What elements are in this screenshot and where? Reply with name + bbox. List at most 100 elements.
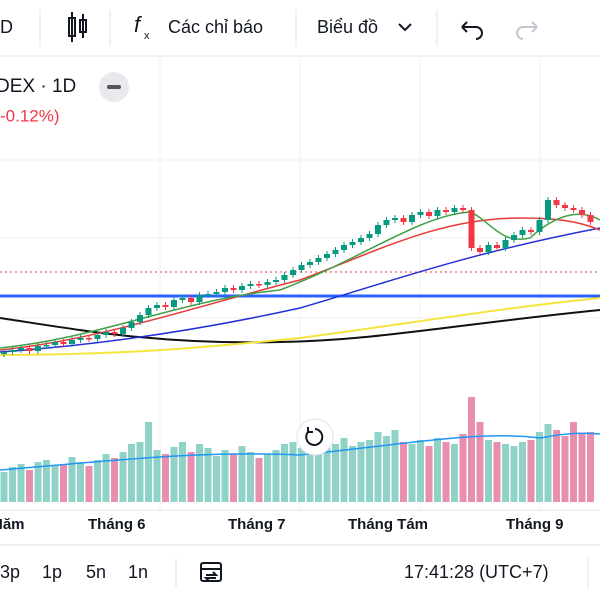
candle — [120, 328, 126, 334]
candle — [205, 294, 211, 296]
candle — [86, 338, 92, 340]
candle — [52, 342, 58, 345]
candle — [528, 230, 534, 232]
candle — [341, 245, 347, 250]
volume-bar — [136, 442, 144, 502]
date-range-icon[interactable] — [200, 562, 222, 582]
candle — [128, 322, 135, 328]
candle — [239, 286, 245, 290]
collapse-icon — [107, 85, 121, 89]
volume-bar — [238, 446, 246, 502]
interval-button[interactable]: 3p — [0, 562, 20, 582]
candle — [519, 230, 526, 235]
volume-bar — [111, 458, 118, 502]
candle — [460, 208, 466, 210]
chart-type-button[interactable]: Biểu đồ — [317, 17, 378, 37]
candle — [562, 205, 568, 208]
volume-bar — [34, 462, 42, 502]
volume-bar — [374, 432, 382, 502]
volume-bar — [170, 447, 178, 502]
volume-bar — [306, 452, 314, 502]
volume-bar — [43, 460, 50, 502]
candle — [196, 295, 203, 302]
interval-button[interactable]: 1n — [128, 562, 148, 582]
volume-bar — [578, 434, 586, 502]
candle — [451, 208, 458, 212]
volumes — [0, 397, 594, 502]
volume-bar — [204, 448, 212, 502]
interval-button[interactable]: 1p — [42, 562, 62, 582]
candle — [103, 332, 109, 335]
candle — [315, 258, 322, 262]
volume-bar — [561, 436, 569, 502]
candle — [247, 284, 254, 286]
volume-bar — [434, 438, 441, 502]
volume-bar — [153, 450, 161, 502]
candle — [392, 218, 398, 220]
volume-bar — [145, 422, 152, 502]
fx-icon: f — [134, 12, 143, 37]
candle — [290, 270, 296, 275]
candle — [587, 215, 594, 222]
volume-bar — [570, 422, 577, 502]
volume-bar — [0, 472, 8, 502]
candle — [494, 245, 500, 248]
volume-bar — [9, 467, 16, 502]
chevron — [398, 23, 412, 32]
volume-bar — [68, 457, 76, 502]
candle — [477, 248, 483, 252]
volume-bar — [527, 440, 535, 502]
volume-bar — [459, 434, 467, 502]
symbol-button[interactable]: D — [0, 17, 13, 37]
volume-bar — [51, 466, 59, 502]
candle — [94, 335, 101, 339]
candle — [18, 348, 24, 350]
volume-bar — [230, 454, 237, 502]
volume-bar — [332, 444, 339, 502]
candle — [43, 345, 50, 347]
candle — [256, 284, 262, 286]
volume-bar — [60, 464, 67, 502]
toolbar — [0, 0, 600, 56]
volume-bar — [187, 452, 195, 502]
reset-button[interactable] — [296, 418, 334, 456]
redo[interactable] — [516, 21, 538, 40]
indicators-button[interactable]: Các chỉ báo — [168, 17, 263, 37]
candle — [332, 250, 339, 254]
candle-icon[interactable] — [68, 12, 87, 42]
candle — [35, 346, 41, 351]
undo[interactable] — [461, 21, 483, 40]
x-axis-label: Tháng Tám — [348, 516, 428, 533]
volume-bar — [162, 454, 169, 502]
candle — [171, 300, 177, 307]
interval-button[interactable]: 5n — [86, 562, 106, 582]
ma-black — [0, 309, 600, 344]
volume-ma — [0, 432, 600, 471]
candle — [375, 225, 381, 234]
volume-bar — [425, 446, 433, 502]
volume-bar — [323, 442, 331, 502]
ma-yellow — [0, 297, 600, 356]
candle — [502, 240, 509, 248]
volume-bar — [357, 442, 365, 502]
volume-bar — [502, 444, 509, 502]
volume-bar — [298, 448, 305, 502]
reset-icon — [305, 427, 324, 446]
candle — [281, 275, 288, 280]
candle — [545, 200, 551, 220]
candle — [188, 298, 194, 302]
candle — [409, 215, 415, 222]
volume-bar — [536, 432, 543, 502]
candle — [400, 218, 407, 222]
volume-bar — [587, 432, 594, 502]
volume-bar — [179, 442, 186, 502]
volume-bar — [119, 452, 127, 502]
volume-bar — [417, 440, 424, 502]
candle — [366, 234, 373, 238]
volume-bar — [383, 436, 390, 502]
volume-bar — [17, 464, 25, 502]
candle — [69, 340, 75, 344]
candle — [162, 305, 169, 307]
